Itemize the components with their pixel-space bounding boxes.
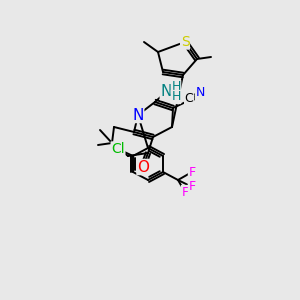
Text: F: F (188, 181, 196, 194)
Text: F: F (188, 166, 196, 178)
Text: H: H (171, 80, 181, 94)
Text: N: N (160, 85, 172, 100)
Text: N: N (195, 86, 205, 100)
Text: F: F (182, 185, 189, 199)
Text: Cl: Cl (111, 142, 125, 156)
Text: N: N (132, 107, 144, 122)
Text: O: O (137, 160, 149, 175)
Text: S: S (181, 35, 189, 49)
Text: C: C (184, 92, 194, 106)
Text: H: H (171, 91, 181, 103)
